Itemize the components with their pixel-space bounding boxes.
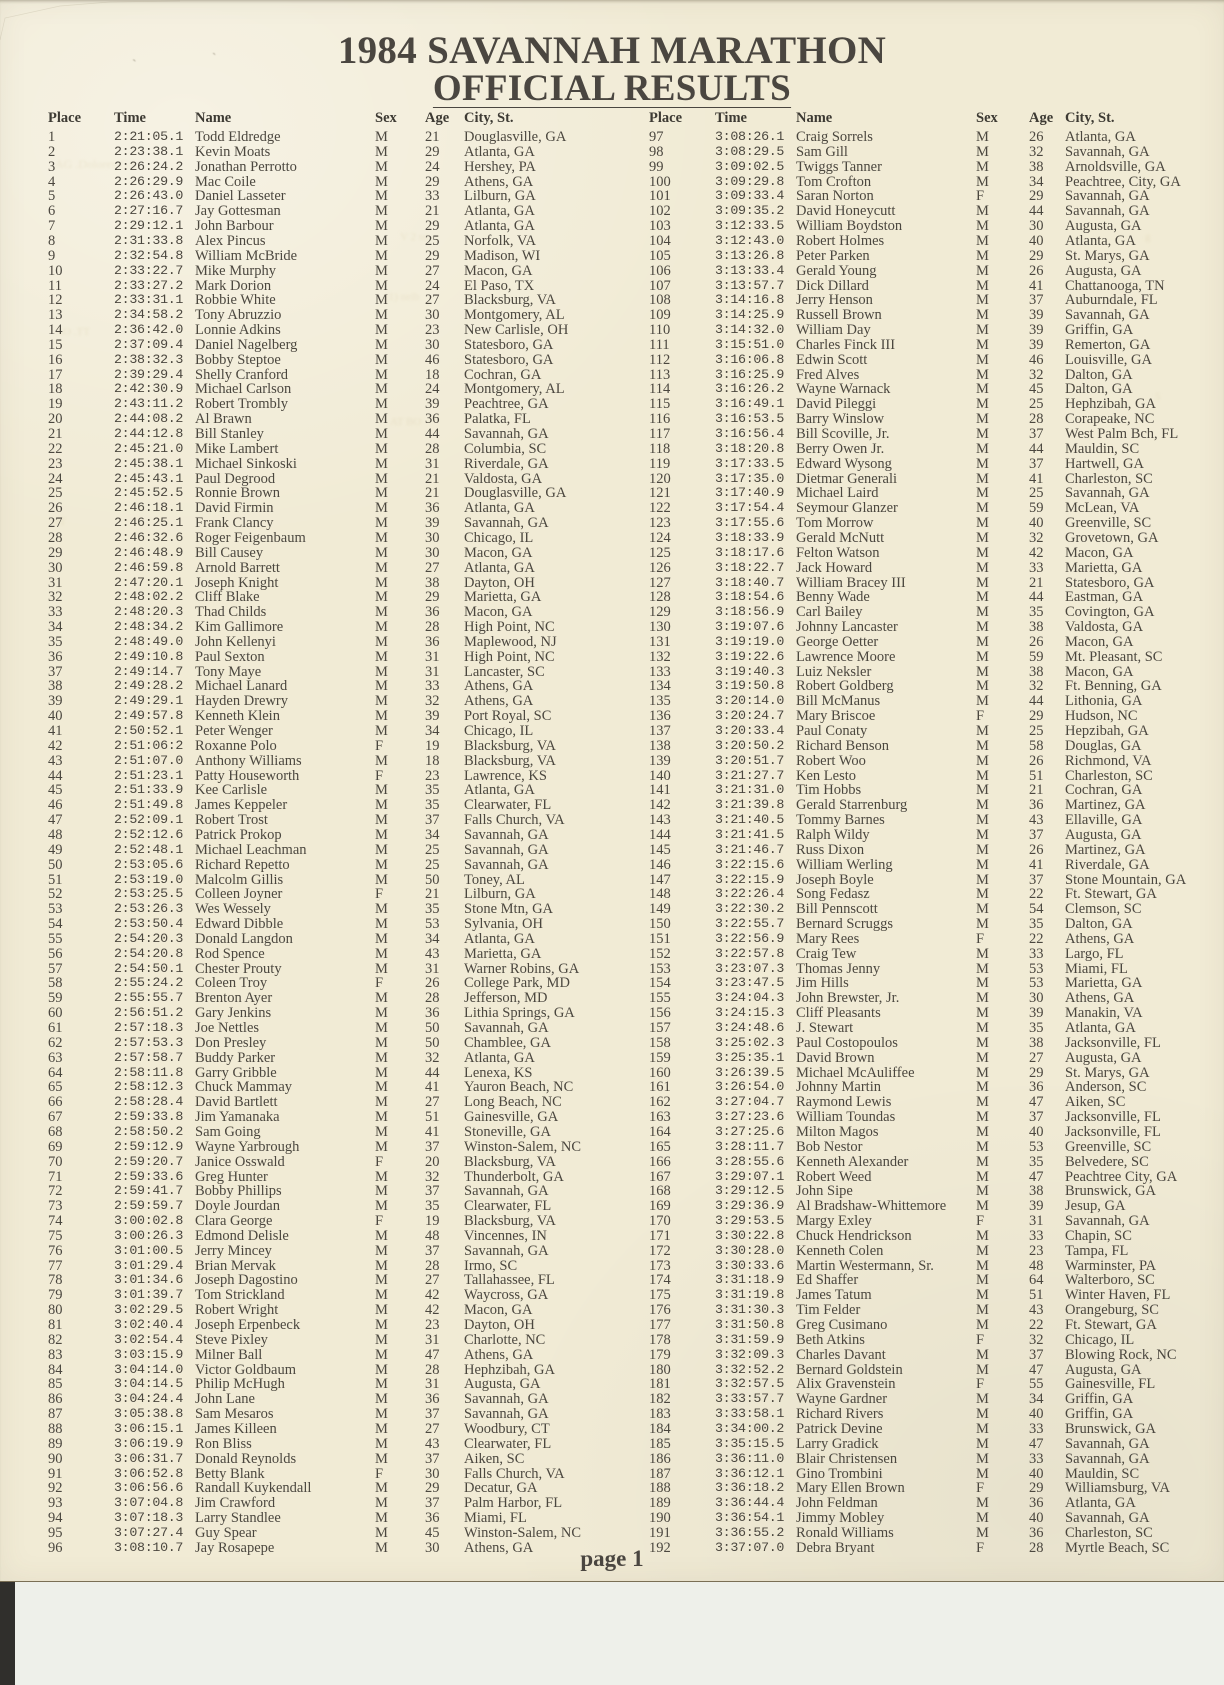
svg-text:g: g (1145, 231, 1151, 243)
svg-text:AT BO: AT BO (390, 416, 421, 428)
svg-text:(1) neib: (1) neib (385, 291, 420, 303)
